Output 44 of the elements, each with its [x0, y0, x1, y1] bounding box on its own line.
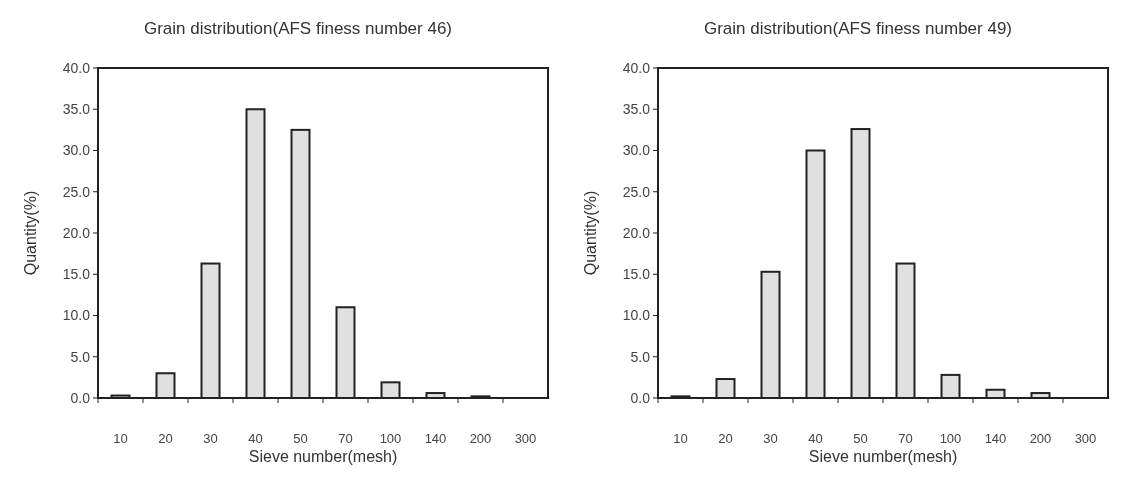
- y-tick-label: 15.0: [622, 266, 651, 283]
- y-tick-label: 10.0: [622, 307, 651, 324]
- x-tick-label: 200: [469, 431, 492, 446]
- x-tick-label: 140: [424, 431, 447, 446]
- x-tick-label: 200: [1029, 431, 1052, 446]
- x-axis-title: Sieve number(mesh): [808, 448, 958, 465]
- y-tick-label: 35.0: [622, 101, 651, 118]
- x-tick-label: 70: [338, 431, 353, 446]
- chart-title: Grain distribution(AFS finess number 46): [143, 19, 453, 38]
- y-tick-label: 25.0: [62, 183, 91, 200]
- y-tick-label: 30.0: [62, 142, 91, 159]
- y-tick-label: 30.0: [622, 142, 651, 159]
- x-tick-label: 50: [293, 431, 308, 446]
- x-tick-label: 40: [808, 431, 823, 446]
- y-tick-label: 40.0: [62, 59, 91, 76]
- y-tick-label: 5.0: [70, 348, 91, 365]
- y-tick-label: 10.0: [62, 307, 91, 324]
- x-tick-label: 70: [898, 431, 913, 446]
- y-tick-label: 0.0: [70, 389, 91, 406]
- x-axis-title: Sieve number(mesh): [248, 448, 398, 465]
- x-tick-label: 10: [113, 431, 128, 446]
- y-tick-label: 25.0: [622, 183, 651, 200]
- y-tick-label: 35.0: [62, 101, 91, 118]
- y-tick-label: 20.0: [622, 224, 651, 241]
- x-tick-label: 30: [203, 431, 218, 446]
- x-tick-label: 50: [853, 431, 868, 446]
- y-tick-label: 5.0: [630, 348, 651, 365]
- x-tick-label: 20: [158, 431, 173, 446]
- x-tick-label: 100: [939, 431, 962, 446]
- x-tick-label: 300: [514, 431, 537, 446]
- y-tick-label: 20.0: [62, 224, 91, 241]
- x-tick-label: 10: [673, 431, 688, 446]
- x-tick-label: 300: [1074, 431, 1097, 446]
- y-axis-title: Quantity(%): [22, 190, 39, 276]
- y-tick-label: 15.0: [62, 266, 91, 283]
- y-tick-label: 40.0: [622, 59, 651, 76]
- x-tick-label: 100: [379, 431, 402, 446]
- chart-title: Grain distribution(AFS finess number 49): [703, 19, 1013, 38]
- x-tick-label: 40: [248, 431, 263, 446]
- x-tick-label: 20: [718, 431, 733, 446]
- x-tick-label: 30: [763, 431, 778, 446]
- y-tick-label: 0.0: [630, 389, 651, 406]
- x-tick-label: 140: [984, 431, 1007, 446]
- y-axis-title: Quantity(%): [582, 190, 599, 276]
